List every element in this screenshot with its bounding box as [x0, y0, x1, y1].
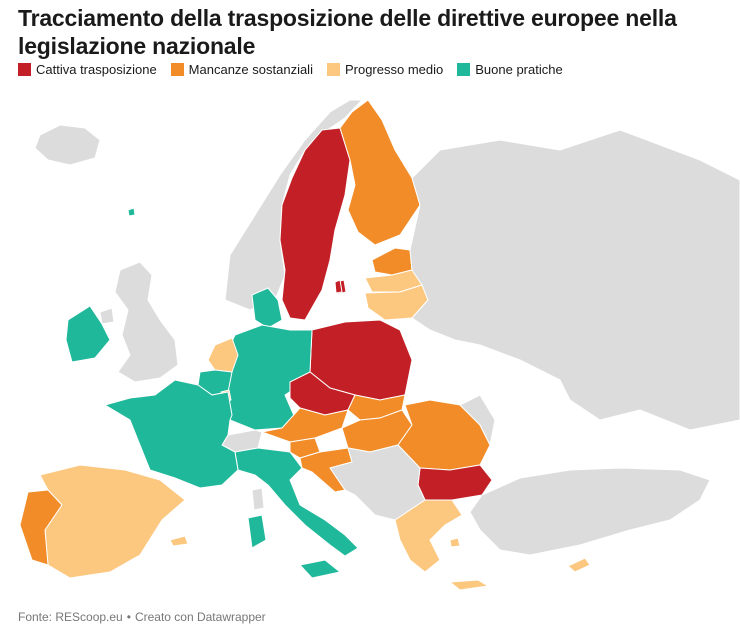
map-region-spain [39, 464, 186, 579]
map-region-netherlands [207, 337, 239, 373]
map-region-italy [234, 447, 359, 557]
legend-item-progresso: Progresso medio [326, 62, 444, 77]
legend-label: Cattiva trasposizione [36, 62, 157, 77]
map-region-bulgaria [417, 464, 493, 501]
legend-item-buone: Buone pratiche [457, 62, 563, 77]
map-region-turkey [469, 467, 711, 556]
legend-item-mancanze: Mancanze sostanziali [170, 62, 313, 77]
legend-swatch-orange [170, 63, 184, 76]
map-region-moldova [459, 394, 496, 446]
map-region-gotland [334, 279, 343, 294]
map-region-aegean-islands [449, 537, 461, 548]
map-region-france [104, 379, 239, 489]
map-region-faroe [127, 207, 136, 217]
europe-map [19, 99, 740, 591]
map-region-estonia [371, 247, 413, 276]
map-region-greece [394, 499, 463, 573]
map-region-balearics [169, 535, 189, 547]
legend-swatch-red [18, 63, 31, 76]
map-region-ireland [65, 305, 111, 363]
map-region-iceland [34, 124, 101, 166]
legend-swatch-light-orange [326, 63, 340, 76]
legend-item-cattiva: Cattiva trasposizione [18, 62, 157, 77]
legend-label: Progresso medio [344, 62, 444, 77]
credit-text: Creato con Datawrapper [134, 610, 266, 624]
map-region-denmark [251, 287, 283, 329]
legend-label: Mancanze sostanziali [188, 62, 313, 77]
map-region-portugal [19, 489, 63, 566]
footer: Fonte: REScoop.eu • Creato con Datawrapper [18, 610, 266, 624]
map-region-sicily [299, 559, 341, 579]
map-region-norway [224, 99, 363, 311]
source-text: Fonte: REScoop.eu [18, 610, 123, 624]
map-region-corsica [251, 487, 265, 511]
legend-swatch-teal [457, 63, 471, 76]
map-region-finland [339, 99, 421, 246]
legend-label: Buone pratiche [475, 62, 563, 77]
footer-separator: • [126, 610, 131, 624]
map-region-uk [114, 261, 179, 383]
map-region-sardinia [247, 514, 267, 549]
map-region-crete [449, 579, 489, 591]
chart-title: Tracciamento della trasposizione delle d… [18, 5, 677, 59]
map-region-cyprus [567, 557, 591, 573]
map-region-northern-ireland [99, 307, 115, 325]
legend: Cattiva trasposizione Mancanze sostanzia… [18, 62, 577, 77]
map-region-east [409, 129, 740, 431]
